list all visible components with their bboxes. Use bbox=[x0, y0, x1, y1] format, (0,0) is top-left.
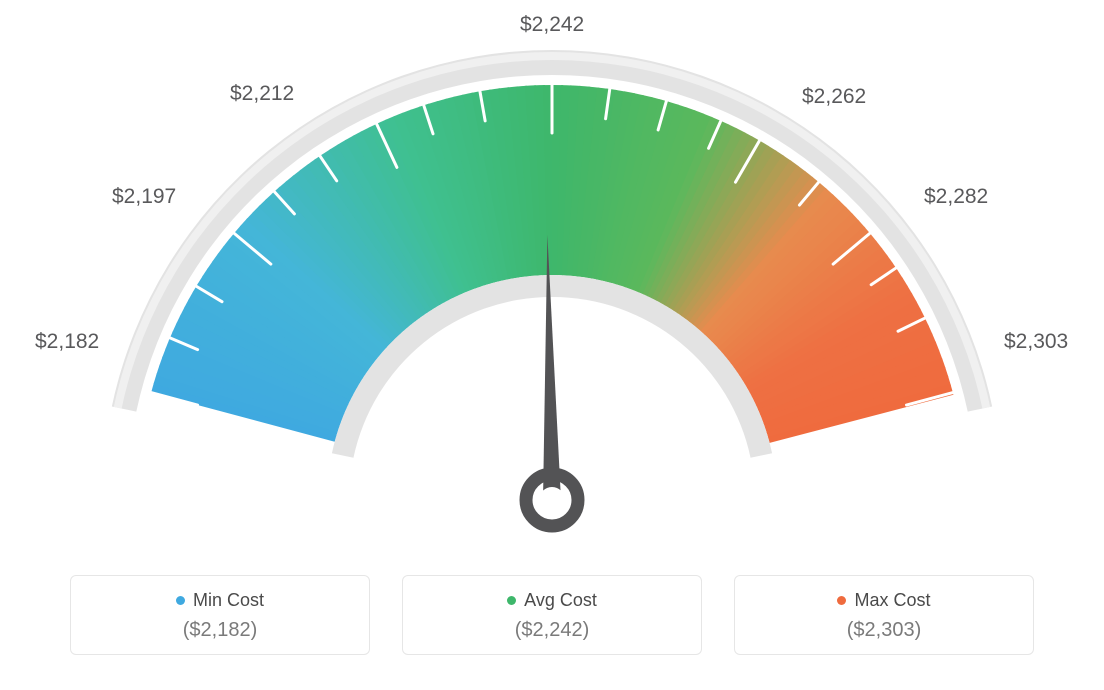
legend-title-label: Min Cost bbox=[193, 590, 264, 611]
dot-icon bbox=[507, 596, 516, 605]
gauge-tick-label: $2,197 bbox=[112, 185, 176, 209]
legend-row: Min Cost ($2,182) Avg Cost ($2,242) Max … bbox=[0, 575, 1104, 655]
legend-card-avg: Avg Cost ($2,242) bbox=[402, 575, 702, 655]
legend-title-label: Avg Cost bbox=[524, 590, 597, 611]
dot-icon bbox=[176, 596, 185, 605]
gauge-chart: $2,182 $2,197 $2,212 $2,242 $2,262 $2,282 $2,3… bbox=[0, 0, 1104, 560]
gauge-svg bbox=[0, 0, 1104, 560]
legend-value-avg: ($2,242) bbox=[413, 619, 691, 642]
legend-card-max: Max Cost ($2,303) bbox=[734, 575, 1034, 655]
gauge-tick-label: $2,262 bbox=[802, 85, 866, 109]
legend-title-label: Max Cost bbox=[854, 590, 930, 611]
gauge-tick-label: $2,303 bbox=[1004, 330, 1068, 354]
gauge-tick-label: $2,212 bbox=[230, 82, 294, 106]
gauge-tick-label: $2,282 bbox=[924, 185, 988, 209]
legend-value-min: ($2,182) bbox=[81, 619, 359, 642]
gauge-tick-label: $2,182 bbox=[35, 330, 99, 354]
legend-title-min: Min Cost bbox=[176, 590, 264, 611]
gauge-tick-label: $2,242 bbox=[520, 13, 584, 37]
legend-card-min: Min Cost ($2,182) bbox=[70, 575, 370, 655]
legend-title-max: Max Cost bbox=[837, 590, 930, 611]
dot-icon bbox=[837, 596, 846, 605]
legend-value-max: ($2,303) bbox=[745, 619, 1023, 642]
legend-title-avg: Avg Cost bbox=[507, 590, 597, 611]
